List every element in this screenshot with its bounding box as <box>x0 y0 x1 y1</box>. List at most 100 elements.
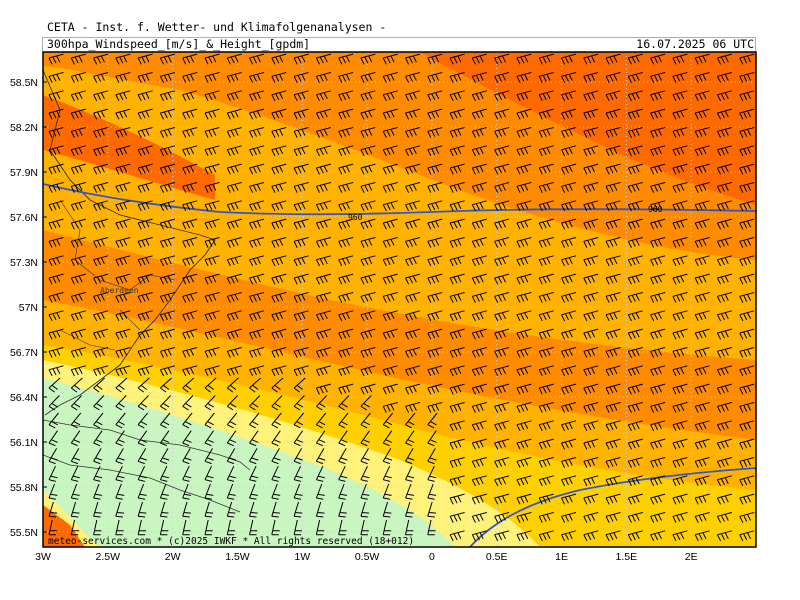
wind-barb <box>48 519 57 536</box>
wind-barb <box>561 475 577 487</box>
wind-barb <box>494 200 510 212</box>
wind-barb <box>137 395 149 411</box>
wind-barb <box>70 72 86 83</box>
lon-tick-label: 0.5E <box>486 551 508 563</box>
wind-barb <box>159 465 170 482</box>
wind-barb <box>137 328 153 340</box>
wind-barb <box>650 457 666 468</box>
wind-barb <box>471 438 487 450</box>
wind-barb <box>159 53 176 65</box>
wind-barb <box>382 237 398 248</box>
lat-lon-grid <box>43 52 756 547</box>
wind-barb <box>226 200 242 212</box>
wind-barb <box>182 519 191 536</box>
wind-barb <box>449 347 465 358</box>
wind-barb <box>360 395 372 411</box>
wind-barb <box>583 53 599 65</box>
wind-barb <box>249 448 259 465</box>
wind-barb <box>739 365 755 377</box>
wind-barb <box>316 395 328 411</box>
wind-barb <box>561 383 577 395</box>
wind-barb <box>650 108 666 120</box>
wind-barb <box>48 377 61 393</box>
wind-barb <box>627 310 643 322</box>
wind-barb <box>271 218 287 230</box>
wind-barb <box>405 163 421 175</box>
wind-barb <box>471 347 487 358</box>
wind-barb <box>338 127 354 138</box>
wind-barb <box>739 457 755 468</box>
wind-barb <box>694 182 710 193</box>
wind-barb <box>471 475 487 487</box>
wind-barb <box>471 457 487 468</box>
wind-barb <box>115 395 127 411</box>
wind-barb <box>226 328 242 340</box>
wind-barb <box>471 255 487 267</box>
wind-barb <box>159 108 176 120</box>
wind-barb <box>672 420 688 432</box>
wind-barb <box>115 163 131 175</box>
wind-barb <box>650 127 666 138</box>
wind-barb <box>271 310 287 322</box>
wind-barb <box>159 519 169 536</box>
wind-barb <box>739 200 755 212</box>
wind-barb <box>739 292 755 303</box>
wind-barb <box>583 365 599 377</box>
wind-barb <box>694 475 710 487</box>
wind-barb <box>516 310 532 322</box>
lon-tick-label: 2.5W <box>96 551 121 563</box>
title-frame <box>42 37 756 51</box>
wind-barb <box>427 127 443 138</box>
wind-barb <box>204 237 220 248</box>
lat-tick-label: 57.6N <box>10 212 38 224</box>
wind-barb <box>494 237 510 248</box>
wind-barb <box>471 365 487 377</box>
wind-barb <box>137 108 153 120</box>
wind-barb <box>427 328 443 340</box>
wind-barb <box>427 347 443 358</box>
wind-barb <box>204 430 214 447</box>
wind-barb <box>226 163 242 175</box>
wind-barb <box>739 237 755 248</box>
wind-barb <box>70 483 80 500</box>
wind-barb <box>249 377 262 393</box>
wind-barb <box>494 218 510 230</box>
wind-barb <box>627 512 643 523</box>
wind-barb <box>159 483 169 500</box>
wind-barb <box>405 90 421 102</box>
wind-barb <box>48 430 58 447</box>
wind-barb <box>427 465 437 482</box>
wind-barb <box>159 200 176 212</box>
wind-barb <box>182 412 193 429</box>
wind-barb <box>449 493 465 505</box>
wind-barb <box>93 108 109 120</box>
wind-barb <box>204 53 220 65</box>
wind-barb <box>516 383 532 395</box>
wind-barb <box>115 465 125 482</box>
wind-barb <box>405 501 414 518</box>
wind-barb <box>694 383 710 395</box>
wind-barb <box>226 465 236 482</box>
wind-barb <box>516 127 532 138</box>
wind-barb <box>93 273 109 285</box>
wind-barb <box>70 395 82 411</box>
wind-barb <box>159 273 176 285</box>
wind-barb <box>315 273 332 285</box>
wind-barb <box>382 365 398 377</box>
wind-barb <box>494 145 510 157</box>
wind-barb <box>516 237 532 248</box>
wind-barb <box>494 347 510 358</box>
wind-barb <box>360 501 370 518</box>
wind-barb <box>271 145 287 157</box>
wind-barb <box>249 483 258 500</box>
wind-barb <box>561 53 577 65</box>
wind-barb <box>159 430 170 447</box>
wind-barb <box>160 412 171 429</box>
wind-barb <box>137 53 153 65</box>
wind-barb <box>716 145 733 157</box>
wind-barb <box>672 475 688 487</box>
wind-barb <box>271 328 287 340</box>
wind-barb <box>249 145 265 157</box>
wind-barb <box>694 530 710 542</box>
wind-barb <box>115 292 131 303</box>
